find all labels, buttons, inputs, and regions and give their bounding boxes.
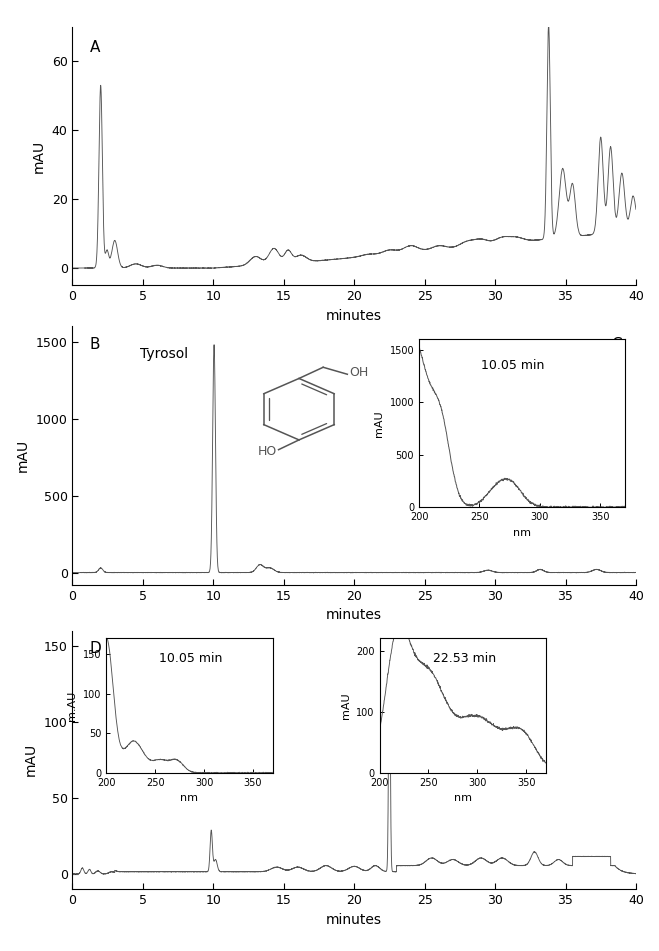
Text: B: B: [90, 337, 100, 352]
X-axis label: minutes: minutes: [326, 309, 382, 322]
Text: Tyrosol: Tyrosol: [140, 347, 188, 360]
Text: A: A: [90, 40, 100, 54]
Text: C: C: [612, 337, 622, 352]
Y-axis label: mAU: mAU: [24, 744, 38, 776]
X-axis label: minutes: minutes: [326, 609, 382, 622]
Text: D: D: [90, 641, 101, 656]
Y-axis label: mAU: mAU: [32, 140, 46, 172]
Y-axis label: mAU: mAU: [16, 439, 30, 472]
X-axis label: minutes: minutes: [326, 913, 382, 926]
